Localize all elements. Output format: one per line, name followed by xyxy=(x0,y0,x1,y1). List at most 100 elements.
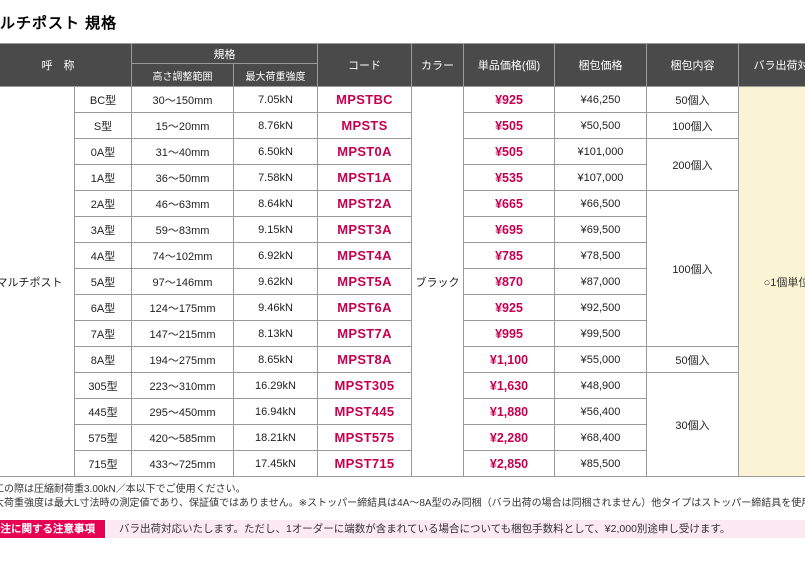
unit-price-cell: ¥1,630 xyxy=(463,372,555,399)
height-range-cell: 46〜63mm xyxy=(131,190,234,217)
order-notice-bar: 発注に関する注意事項 バラ出荷対応いたします。ただし、1オーダーに端数が含まれて… xyxy=(0,520,805,538)
height-range-cell: 59〜83mm xyxy=(131,216,234,243)
unit-price-cell: ¥2,850 xyxy=(463,450,555,477)
pack-contents-cell: 50個入 xyxy=(646,86,739,113)
unit-price-cell: ¥665 xyxy=(463,190,555,217)
height-range-cell: 15〜20mm xyxy=(131,112,234,139)
type-cell: 4A型 xyxy=(74,242,132,269)
table-row: 4A型 74〜102mm 6.92kN MPST4A ¥785 ¥78,500 xyxy=(0,242,805,269)
col-header-color: カラー xyxy=(411,43,464,87)
max-load-cell: 8.64kN xyxy=(233,190,318,217)
pack-price-cell: ¥92,500 xyxy=(554,294,647,321)
notice-text: バラ出荷対応いたします。ただし、1オーダーに端数が含まれている場合についても梱包… xyxy=(107,520,805,538)
footnote-usage: 施工の際は圧縮耐荷重3.00kN／本以下でご使用ください。 xyxy=(0,484,246,495)
code-cell: MPST7A xyxy=(317,320,412,347)
code-cell: MPST5A xyxy=(317,268,412,295)
max-load-cell: 7.58kN xyxy=(233,164,318,191)
code-cell: MPST445 xyxy=(317,398,412,425)
height-range-cell: 147〜215mm xyxy=(131,320,234,347)
table-row: S型 15〜20mm 8.76kN MPSTS ¥505 ¥50,500 100… xyxy=(0,112,805,139)
table-row: 715型 433〜725mm 17.45kN MPST715 ¥2,850 ¥8… xyxy=(0,450,805,477)
max-load-cell: 6.92kN xyxy=(233,242,318,269)
table-row: 305型 223〜310mm 16.29kN MPST305 ¥1,630 ¥4… xyxy=(0,372,805,477)
unit-price-cell: ¥2,280 xyxy=(463,424,555,451)
col-header-pack-price: 梱包価格 xyxy=(554,43,647,87)
pack-contents-cell: 50個入 xyxy=(646,346,739,373)
pack-contents-cell: 30個入 xyxy=(646,372,739,477)
height-range-cell: 420〜585mm xyxy=(131,424,234,451)
type-cell: 6A型 xyxy=(74,294,132,321)
max-load-cell: 9.46kN xyxy=(233,294,318,321)
page-title: マルチポスト 規格 xyxy=(0,15,118,32)
product-name-cell: マルチポスト xyxy=(0,86,75,477)
height-range-cell: 295〜450mm xyxy=(131,398,234,425)
unit-price-cell: ¥925 xyxy=(463,86,555,113)
unit-price-cell: ¥785 xyxy=(463,242,555,269)
color-cell: ブラック xyxy=(411,86,464,477)
footnotes: 施工の際は圧縮耐荷重3.00kN／本以下でご使用ください。 最大荷重強度は最大L… xyxy=(0,483,805,511)
type-cell: 575型 xyxy=(74,424,132,451)
unit-price-cell: ¥925 xyxy=(463,294,555,321)
pack-price-cell: ¥48,900 xyxy=(554,372,647,399)
table-row: 3A型 59〜83mm 9.15kN MPST3A ¥695 ¥69,500 xyxy=(0,216,805,243)
col-header-unit-price: 単品価格(個) xyxy=(463,43,555,87)
unit-price-cell: ¥505 xyxy=(463,138,555,165)
pack-price-cell: ¥50,500 xyxy=(554,112,647,139)
pack-price-cell: ¥78,500 xyxy=(554,242,647,269)
type-cell: 1A型 xyxy=(74,164,132,191)
type-cell: 0A型 xyxy=(74,138,132,165)
unit-price-cell: ¥1,100 xyxy=(463,346,555,373)
table-body: マルチポスト BC型 30〜150mm 7.05kN MPSTBC ブラック ¥… xyxy=(0,86,805,477)
col-header-code: コード xyxy=(317,43,412,87)
height-range-cell: 36〜50mm xyxy=(131,164,234,191)
code-cell: MPST1A xyxy=(317,164,412,191)
type-cell: 715型 xyxy=(74,450,132,477)
table-row: 2A型 46〜63mm 8.64kN MPST2A ¥665 ¥66,500 1… xyxy=(0,190,805,347)
max-load-cell: 8.76kN xyxy=(233,112,318,139)
code-cell: MPST2A xyxy=(317,190,412,217)
pack-price-cell: ¥107,000 xyxy=(554,164,647,191)
col-header-bara-shipping: バラ出荷対応 xyxy=(738,43,805,87)
catalog-sheet: マルチポスト 規格 呼 称 規格 コード カラー 単品価格(個) 梱包価格 梱包… xyxy=(0,15,805,538)
unit-price-cell: ¥505 xyxy=(463,112,555,139)
unit-price-cell: ¥870 xyxy=(463,268,555,295)
pack-price-cell: ¥55,000 xyxy=(554,346,647,373)
max-load-cell: 8.13kN xyxy=(233,320,318,347)
pack-price-cell: ¥56,400 xyxy=(554,398,647,425)
table-row: マルチポスト BC型 30〜150mm 7.05kN MPSTBC ブラック ¥… xyxy=(0,86,805,477)
footnote-load-strength: 最大荷重強度は最大L寸法時の測定値であり、保証値ではありません。※ストッパー締結… xyxy=(0,498,805,509)
height-range-cell: 97〜146mm xyxy=(131,268,234,295)
unit-price-cell: ¥1,880 xyxy=(463,398,555,425)
type-cell: 8A型 xyxy=(74,346,132,373)
table-row: 5A型 97〜146mm 9.62kN MPST5A ¥870 ¥87,000 xyxy=(0,268,805,295)
height-range-cell: 433〜725mm xyxy=(131,450,234,477)
type-cell: 305型 xyxy=(74,372,132,399)
pack-price-cell: ¥85,500 xyxy=(554,450,647,477)
table-header: 呼 称 規格 コード カラー 単品価格(個) 梱包価格 梱包内容 バラ出荷対応 … xyxy=(0,43,805,87)
pack-contents-cell: 100個入 xyxy=(646,112,739,139)
pack-price-cell: ¥69,500 xyxy=(554,216,647,243)
bara-shipping-cell: ○1個単位 xyxy=(738,86,805,477)
max-load-cell: 6.50kN xyxy=(233,138,318,165)
header-row-1: 呼 称 規格 コード カラー 単品価格(個) 梱包価格 梱包内容 バラ出荷対応 xyxy=(0,43,805,87)
notice-label: 発注に関する注意事項 xyxy=(0,520,105,538)
type-cell: 5A型 xyxy=(74,268,132,295)
height-range-cell: 74〜102mm xyxy=(131,242,234,269)
col-header-max-load: 最大荷重強度 xyxy=(233,63,318,87)
height-range-cell: 31〜40mm xyxy=(131,138,234,165)
code-cell: MPST3A xyxy=(317,216,412,243)
max-load-cell: 16.29kN xyxy=(233,372,318,399)
table-row: 8A型 194〜275mm 8.65kN MPST8A ¥1,100 ¥55,0… xyxy=(0,346,805,373)
height-range-cell: 223〜310mm xyxy=(131,372,234,399)
type-cell: 2A型 xyxy=(74,190,132,217)
max-load-cell: 17.45kN xyxy=(233,450,318,477)
code-cell: MPST0A xyxy=(317,138,412,165)
table-row: 575型 420〜585mm 18.21kN MPST575 ¥2,280 ¥6… xyxy=(0,424,805,451)
spec-table: 呼 称 規格 コード カラー 単品価格(個) 梱包価格 梱包内容 バラ出荷対応 … xyxy=(0,43,805,477)
col-header-spec: 規格 xyxy=(131,43,318,64)
max-load-cell: 7.05kN xyxy=(233,86,318,113)
col-header-height-range: 高さ調整範囲 xyxy=(131,63,234,87)
pack-contents-cell: 100個入 xyxy=(646,190,739,347)
table-row: 1A型 36〜50mm 7.58kN MPST1A ¥535 ¥107,000 xyxy=(0,164,805,191)
pack-price-cell: ¥46,250 xyxy=(554,86,647,113)
